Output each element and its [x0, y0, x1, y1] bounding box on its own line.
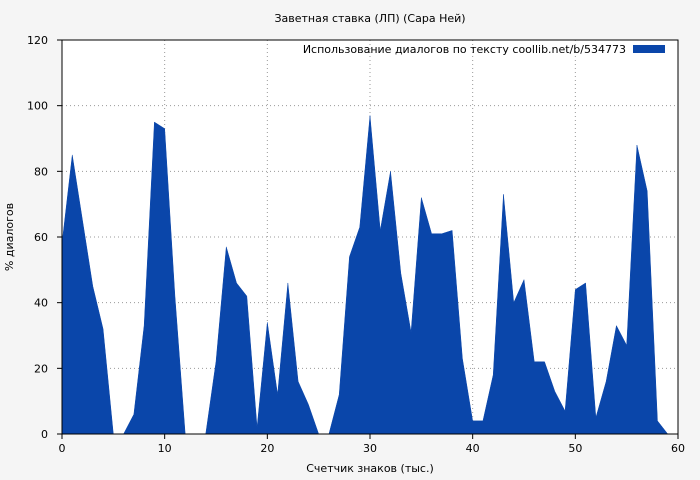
- chart-title: Заветная ставка (ЛП) (Сара Ней): [274, 12, 465, 25]
- series-layer: [61, 115, 669, 435]
- x-tick-label: 30: [363, 442, 377, 455]
- y-tick-label: 120: [27, 34, 48, 47]
- y-tick-label: 0: [41, 428, 48, 441]
- legend: Использование диалогов по тексту coollib…: [303, 43, 665, 56]
- x-tick-label: 40: [466, 442, 480, 455]
- y-tick-label: 100: [27, 100, 48, 113]
- x-tick-label: 50: [568, 442, 582, 455]
- y-tick-label: 60: [34, 231, 48, 244]
- series-area: [61, 115, 669, 435]
- y-tick-label: 20: [34, 362, 48, 375]
- x-axis-label: Счетчик знаков (тыс.): [306, 462, 434, 475]
- y-tick-label: 40: [34, 297, 48, 310]
- ticks-layer: 0 10 20 30 40 50 60 0 20 40 60 80 100 120: [27, 34, 685, 455]
- x-tick-label: 10: [158, 442, 172, 455]
- legend-label: Использование диалогов по тексту coollib…: [303, 43, 626, 56]
- y-axis-label: % диалогов: [3, 203, 16, 271]
- x-tick-label: 20: [260, 442, 274, 455]
- x-tick-label: 60: [671, 442, 685, 455]
- x-tick-label: 0: [59, 442, 66, 455]
- legend-swatch: [633, 45, 665, 53]
- y-tick-label: 80: [34, 165, 48, 178]
